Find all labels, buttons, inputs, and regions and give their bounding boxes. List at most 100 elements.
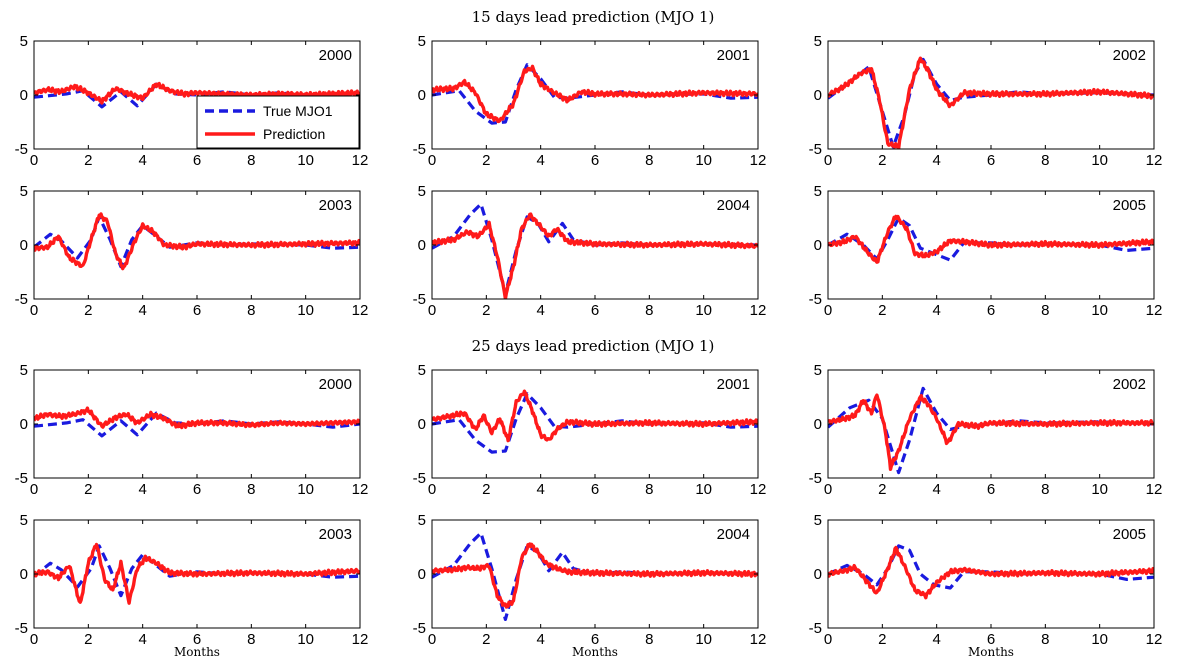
x-tick-label: 12 [352,481,369,498]
x-tick-label: 10 [1091,481,1108,498]
x-tick-label: 10 [695,302,712,319]
y-tick-label: 0 [20,87,28,104]
x-tick-label: 2 [482,152,490,169]
y-tick-label: -5 [809,620,822,637]
y-tick-label: -5 [15,470,28,487]
x-tick-label: 0 [30,302,38,319]
x-axis-label: Months [968,645,1014,659]
x-tick-label: 6 [193,152,201,169]
x-tick-label: 4 [536,152,544,169]
y-tick-label: 5 [418,512,426,529]
year-label: 2005 [1113,526,1146,543]
y-tick-label: -5 [413,291,426,308]
y-tick-label: 0 [814,87,822,104]
x-tick-label: 8 [247,302,255,319]
x-tick-label: 4 [932,631,940,648]
x-tick-label: 6 [987,152,995,169]
prediction-line [34,542,360,605]
x-tick-label: 0 [824,152,832,169]
year-label: 2003 [319,526,352,543]
x-tick-label: 0 [824,481,832,498]
y-tick-label: 0 [418,237,426,254]
x-axis-label: Months [174,645,220,659]
x-tick-label: 4 [138,302,146,319]
x-tick-label: 8 [247,631,255,648]
x-tick-label: 4 [932,302,940,319]
x-tick-label: 10 [695,631,712,648]
x-tick-label: 12 [1146,152,1163,169]
prediction-line [828,393,1154,471]
y-tick-label: 5 [418,362,426,379]
y-tick-label: 5 [814,33,822,50]
x-tick-label: 4 [932,481,940,498]
x-tick-label: 8 [645,481,653,498]
y-tick-label: 0 [814,416,822,433]
x-tick-label: 2 [84,481,92,498]
x-tick-label: 2 [84,302,92,319]
year-label: 2004 [717,197,750,214]
x-tick-label: 6 [987,631,995,648]
y-tick-label: 0 [20,566,28,583]
x-tick-label: 8 [247,481,255,498]
x-tick-label: 10 [1091,631,1108,648]
x-tick-label: 4 [536,302,544,319]
x-tick-label: 2 [482,631,490,648]
x-tick-label: 10 [297,152,314,169]
x-tick-label: 12 [750,302,767,319]
x-tick-label: 12 [750,631,767,648]
y-tick-label: 0 [418,566,426,583]
x-tick-label: 6 [591,631,599,648]
legend-label-prediction: Prediction [263,126,325,142]
x-axis-label: Months [572,645,618,659]
y-tick-label: 5 [814,183,822,200]
y-tick-label: -5 [15,291,28,308]
x-tick-label: 6 [193,481,201,498]
x-tick-label: 4 [536,481,544,498]
y-tick-label: 5 [20,512,28,529]
x-tick-label: 12 [352,631,369,648]
x-tick-label: 0 [428,152,436,169]
y-tick-label: -5 [809,291,822,308]
x-tick-label: 12 [352,302,369,319]
x-tick-label: 2 [878,152,886,169]
x-tick-label: 0 [428,631,436,648]
year-label: 2003 [319,197,352,214]
y-tick-label: 5 [814,512,822,529]
y-tick-label: 5 [814,362,822,379]
y-tick-label: -5 [15,141,28,158]
x-tick-label: 4 [138,152,146,169]
y-tick-label: -5 [809,141,822,158]
x-tick-label: 6 [193,631,201,648]
x-tick-label: 6 [987,302,995,319]
y-tick-label: -5 [413,470,426,487]
year-label: 2000 [319,376,352,393]
x-tick-label: 2 [482,302,490,319]
x-tick-label: 4 [138,631,146,648]
x-tick-label: 8 [645,302,653,319]
x-tick-label: 8 [1041,631,1049,648]
y-tick-label: 5 [418,183,426,200]
x-tick-label: 12 [1146,481,1163,498]
x-tick-label: 10 [1091,302,1108,319]
x-tick-label: 2 [84,152,92,169]
x-tick-label: 12 [1146,631,1163,648]
year-label: 2001 [717,376,750,393]
y-tick-label: 0 [418,87,426,104]
x-tick-label: 6 [591,152,599,169]
x-tick-label: 12 [750,152,767,169]
x-tick-label: 6 [591,481,599,498]
x-tick-label: 10 [297,631,314,648]
x-tick-label: 8 [645,152,653,169]
y-tick-label: 5 [20,33,28,50]
y-tick-label: -5 [15,620,28,637]
y-tick-label: 5 [20,183,28,200]
x-tick-label: 10 [695,152,712,169]
x-tick-label: 8 [1041,302,1049,319]
prediction-line [828,214,1154,264]
x-tick-label: 10 [695,481,712,498]
